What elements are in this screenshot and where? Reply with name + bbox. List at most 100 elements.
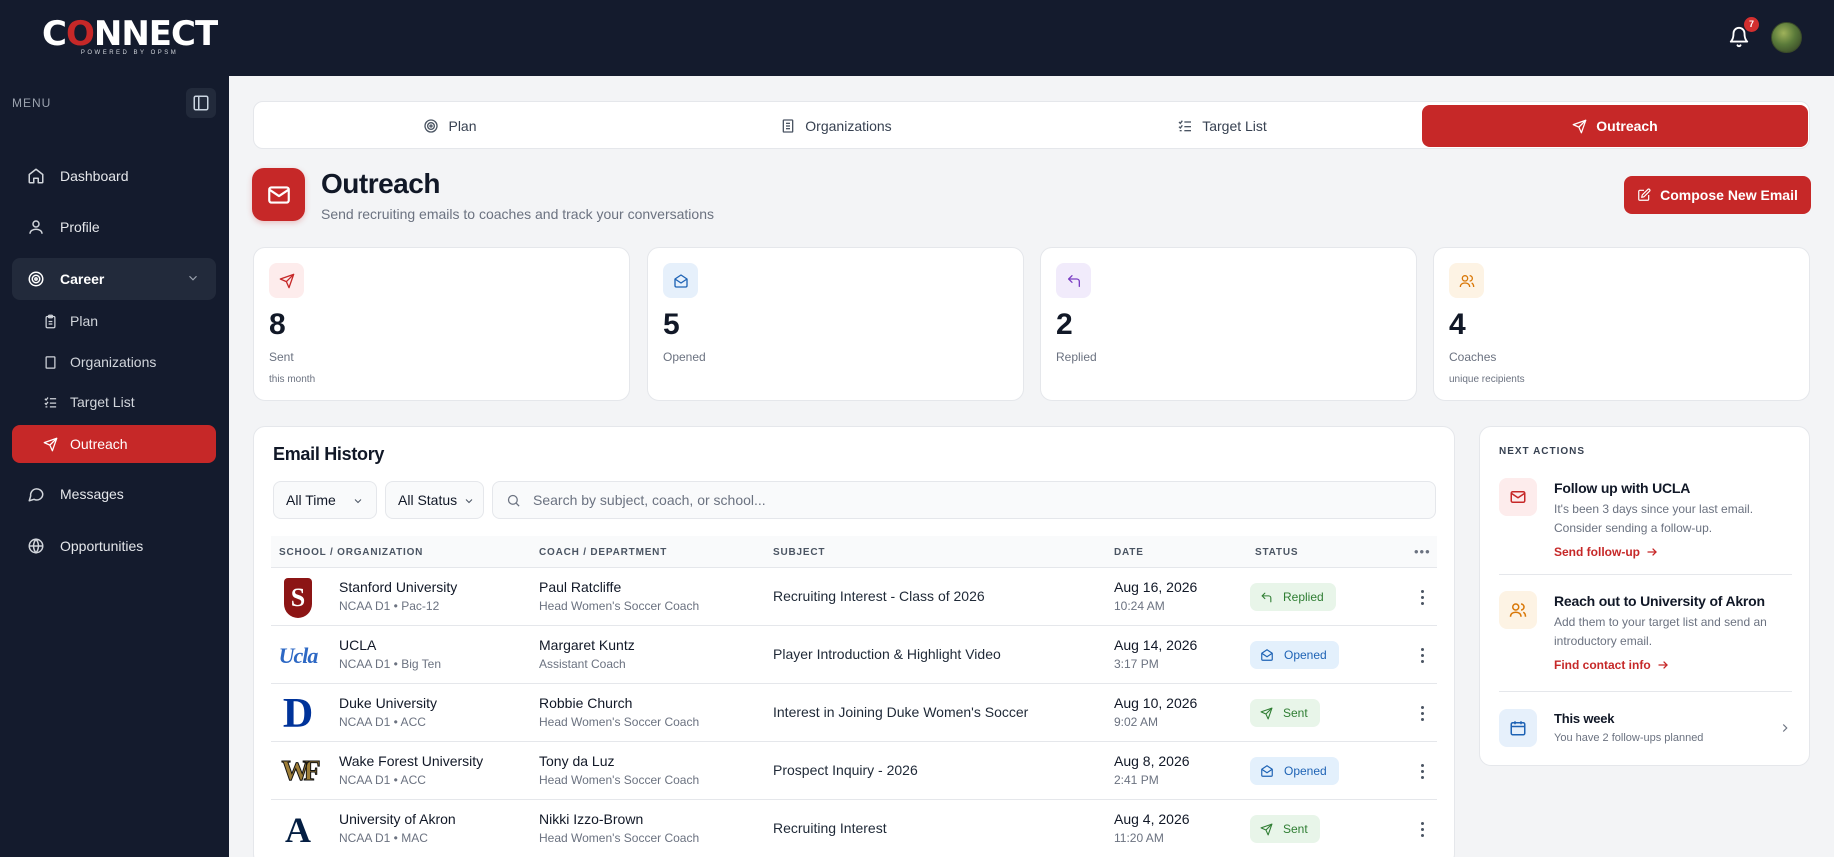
tab-label: Plan <box>448 118 477 134</box>
status-filter-value: All Status <box>398 492 458 508</box>
more-horizontal-icon[interactable]: ••• <box>1414 544 1431 559</box>
school-name: UCLA <box>339 637 377 653</box>
send-icon <box>1572 119 1587 134</box>
status-label: Replied <box>1283 590 1324 604</box>
connect-logo[interactable]: CONNECT POWERED BY OPSM <box>42 14 218 56</box>
tab-organizations[interactable]: Organizations <box>643 105 1029 147</box>
coach-title: Head Women's Soccer Coach <box>539 831 700 845</box>
row-menu-button[interactable] <box>1412 760 1432 782</box>
sidebar-subitem-label: Organizations <box>70 354 157 370</box>
table-row[interactable]: Ucla UCLA NCAA D1 • Big Ten Margaret Kun… <box>271 626 1437 684</box>
email-date: Aug 4, 2026 <box>1114 811 1190 827</box>
status-badge: Opened <box>1250 641 1339 669</box>
sidebar-subitem-label: Outreach <box>70 436 128 452</box>
email-date: Aug 10, 2026 <box>1114 695 1198 711</box>
send-icon <box>42 436 58 452</box>
sidebar-toggle-button[interactable] <box>186 88 216 118</box>
action-item-follow-up[interactable]: Follow up with UCLA It's been 3 days sin… <box>1499 478 1792 559</box>
table-row[interactable]: D Duke University NCAA D1 • ACC Robbie C… <box>271 684 1437 742</box>
table-row[interactable]: S Stanford University NCAA D1 • Pac-12 P… <box>271 568 1437 626</box>
tab-target-list[interactable]: Target List <box>1029 105 1415 147</box>
stat-card-sent: 8 Sent this month <box>253 247 630 401</box>
avatar[interactable] <box>1771 22 1802 53</box>
row-menu-button[interactable] <box>1412 586 1432 608</box>
column-header-school: SCHOOL / ORGANIZATION <box>279 547 424 558</box>
compose-new-email-button[interactable]: Compose New Email <box>1624 176 1811 214</box>
column-header-subject: SUBJECT <box>773 547 826 558</box>
reply-icon <box>1056 263 1091 298</box>
sidebar-subitem-outreach[interactable]: Outreach <box>12 425 216 463</box>
sidebar-item-label: Messages <box>60 486 124 502</box>
search-input[interactable] <box>533 492 1413 508</box>
school-name: Wake Forest University <box>339 753 484 769</box>
sidebar-item-career[interactable]: Career <box>12 258 216 300</box>
email-time: 9:02 AM <box>1114 715 1159 729</box>
sidebar-item-profile[interactable]: Profile <box>12 207 216 247</box>
status-badge: Sent <box>1250 699 1320 727</box>
tab-label: Organizations <box>805 118 892 134</box>
school-name: University of Akron <box>339 811 456 827</box>
duke-logo-letter: D <box>282 691 314 737</box>
time-filter-select[interactable]: All Time <box>273 481 377 519</box>
sidebar-item-messages[interactable]: Messages <box>12 474 216 514</box>
row-menu-button[interactable] <box>1412 702 1432 724</box>
school-name: Stanford University <box>339 579 458 595</box>
tab-plan[interactable]: Plan <box>257 105 643 147</box>
sidebar-panel-icon <box>193 95 209 111</box>
duke-logo: D <box>277 693 319 735</box>
row-menu-button[interactable] <box>1412 818 1432 840</box>
table-row[interactable]: WF Wake Forest University NCAA D1 • ACC … <box>271 742 1437 800</box>
stat-label: Opened <box>663 350 706 364</box>
school-conference: NCAA D1 • Pac-12 <box>339 599 440 613</box>
target-icon <box>26 269 46 289</box>
stat-value: 5 <box>663 308 680 341</box>
find-contact-info-link[interactable]: Find contact info <box>1554 658 1669 672</box>
coach-name: Robbie Church <box>539 695 633 711</box>
tab-outreach[interactable]: Outreach <box>1422 105 1808 147</box>
row-menu-button[interactable] <box>1412 644 1432 666</box>
sidebar-item-dashboard[interactable]: Dashboard <box>12 156 216 196</box>
logo-subtitle: POWERED BY OPSM <box>80 50 179 56</box>
send-follow-up-link[interactable]: Send follow-up <box>1554 545 1658 559</box>
sidebar-subitem-target-list[interactable]: Target List <box>12 383 216 421</box>
users-icon <box>1499 591 1537 629</box>
akron-logo-letter: A <box>285 810 311 850</box>
email-date: Aug 8, 2026 <box>1114 753 1190 769</box>
reply-icon <box>1260 591 1273 604</box>
action-item-reach-out[interactable]: Reach out to University of Akron Add the… <box>1499 591 1792 672</box>
stat-value: 8 <box>269 308 286 341</box>
chat-icon <box>26 484 46 504</box>
compose-label: Compose New Email <box>1660 187 1798 203</box>
wake-forest-logo: WF <box>277 751 321 793</box>
action-description: It's been 3 days since your last email. … <box>1554 502 1754 535</box>
arrow-right-icon <box>1657 659 1669 671</box>
status-filter-select[interactable]: All Status <box>385 481 484 519</box>
coach-name: Margaret Kuntz <box>539 637 635 653</box>
sidebar-subitem-plan[interactable]: Plan <box>12 302 216 340</box>
send-icon <box>1260 823 1273 836</box>
action-item-this-week[interactable]: This week You have 2 follow-ups planned <box>1499 709 1792 749</box>
email-time: 11:20 AM <box>1114 831 1164 845</box>
email-subject: Prospect Inquiry - 2026 <box>773 762 918 778</box>
sidebar-subitem-label: Plan <box>70 313 99 329</box>
chevron-down-icon <box>186 271 200 288</box>
table-row[interactable]: A University of Akron NCAA D1 • MAC Nikk… <box>271 800 1437 857</box>
mail-open-icon <box>1260 648 1274 662</box>
email-subject: Interest in Joining Duke Women's Soccer <box>773 704 1029 720</box>
divider <box>1499 691 1792 692</box>
sidebar-item-label: Dashboard <box>60 168 129 184</box>
sidebar-item-opportunities[interactable]: Opportunities <box>12 526 216 566</box>
logo-text-c: C <box>42 14 67 54</box>
bell-icon[interactable] <box>1728 26 1750 48</box>
sidebar-subitem-organizations[interactable]: Organizations <box>12 343 216 381</box>
checklist-icon <box>42 394 58 410</box>
sidebar-subitem-label: Target List <box>70 394 135 410</box>
mail-open-icon <box>663 263 698 298</box>
email-time: 2:41 PM <box>1114 773 1159 787</box>
mail-open-icon <box>1260 764 1274 778</box>
arrow-right-icon <box>1646 546 1658 558</box>
column-header-date: DATE <box>1114 547 1144 558</box>
email-date: Aug 14, 2026 <box>1114 637 1198 653</box>
send-icon <box>269 263 304 298</box>
status-label: Opened <box>1284 764 1327 778</box>
